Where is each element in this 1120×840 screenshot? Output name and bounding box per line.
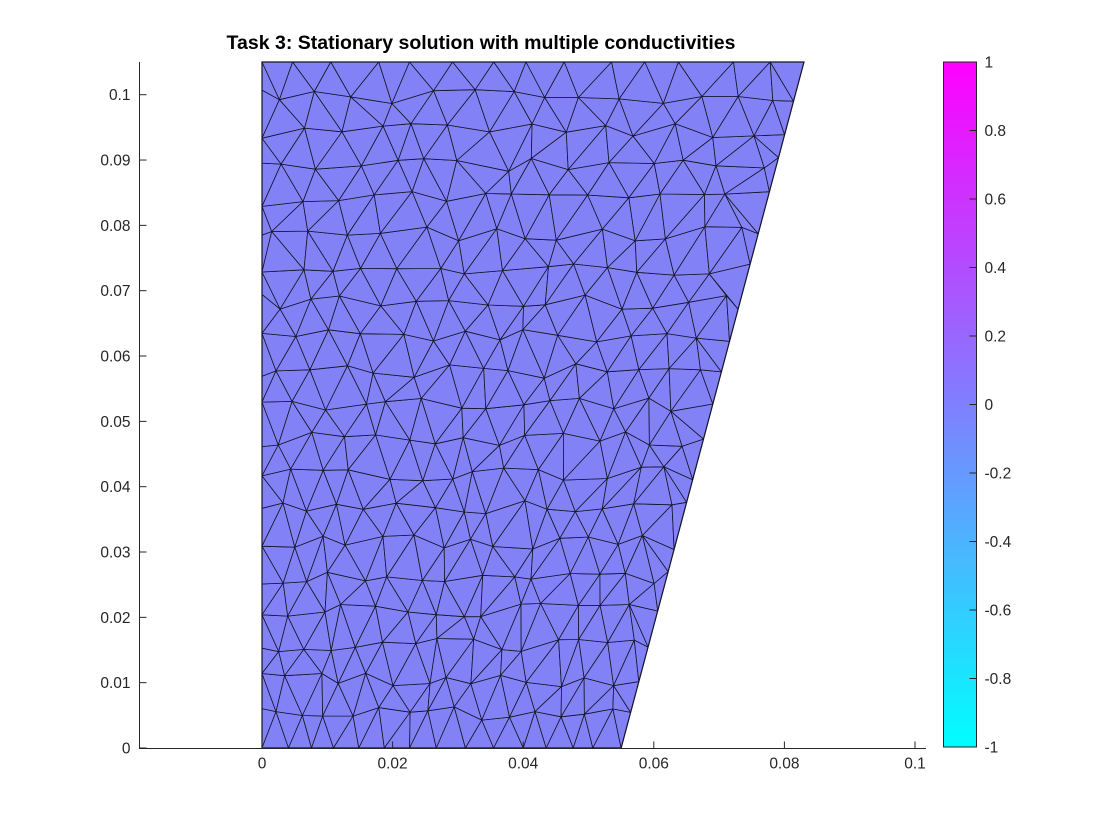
- colorbar-tick-label: -0.4: [985, 534, 1012, 551]
- x-tick-label: 0.08: [769, 756, 799, 773]
- chart-title: Task 3: Stationary solution with multipl…: [226, 32, 736, 54]
- y-tick-label: 0.07: [100, 283, 130, 300]
- y-tick-label: 0: [122, 740, 131, 757]
- x-tick-label: 0.1: [904, 756, 926, 773]
- x-tick-label: 0.02: [378, 756, 408, 773]
- colorbar-tick-label: 0: [985, 397, 994, 414]
- colorbar: 1 0.8 0.6 0.4 0.2 0 -0.2 -0.4 -0.6 -0.8 -1: [943, 54, 1012, 756]
- x-axis: 0 0.02 0.04 0.06 0.08 0.1: [139, 741, 926, 773]
- colorbar-tick-label: 0.4: [985, 260, 1007, 277]
- y-tick-label: 0.05: [100, 414, 130, 431]
- colorbar-tick-label: -1: [985, 739, 999, 756]
- colorbar-tick-label: -0.8: [985, 671, 1012, 688]
- y-tick-label: 0.03: [100, 544, 130, 561]
- y-tick-label: 0.09: [100, 152, 130, 169]
- x-tick-label: 0.06: [639, 756, 669, 773]
- y-tick-label: 0.01: [100, 675, 130, 692]
- colorbar-tick-label: 0.8: [985, 123, 1007, 140]
- y-tick-label: 0.1: [109, 87, 131, 104]
- y-axis: 0 0.01 0.02 0.03 0.04 0.05 0.06 0.07 0.08 0.09 0.1: [100, 62, 147, 757]
- colorbar-tick-label: -0.6: [985, 602, 1012, 619]
- y-tick-label: 0.04: [100, 479, 131, 496]
- y-tick-label: 0.06: [100, 348, 130, 365]
- y-tick-label: 0.02: [100, 610, 130, 627]
- colorbar-gradient: [943, 61, 977, 748]
- colorbar-tick-label: 1: [985, 54, 994, 71]
- x-tick-label: 0: [258, 756, 267, 773]
- x-tick-label: 0.04: [508, 756, 539, 773]
- colorbar-tick-label: -0.2: [985, 465, 1012, 482]
- colorbar-tick-label: 0.6: [985, 191, 1007, 208]
- fem-mesh: [261, 61, 805, 749]
- colorbar-tick-label: 0.2: [985, 328, 1007, 345]
- y-tick-label: 0.08: [100, 218, 130, 235]
